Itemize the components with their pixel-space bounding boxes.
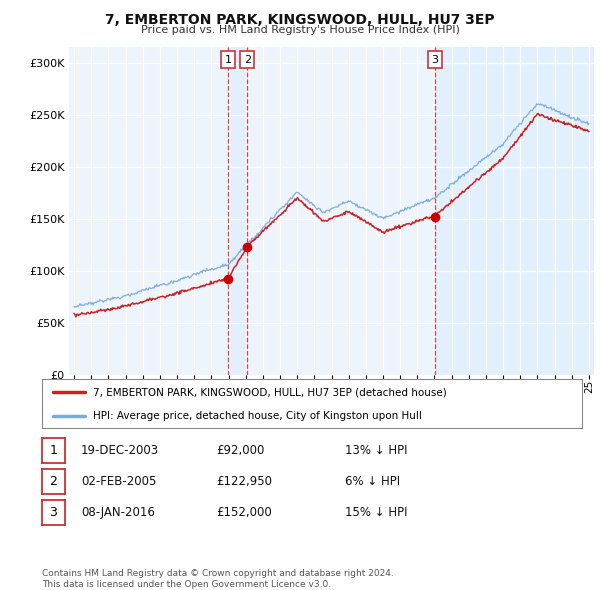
Bar <box>435 47 598 375</box>
Text: £152,000: £152,000 <box>216 506 272 519</box>
Text: Price paid vs. HM Land Registry's House Price Index (HPI): Price paid vs. HM Land Registry's House … <box>140 25 460 35</box>
Text: 7, EMBERTON PARK, KINGSWOOD, HULL, HU7 3EP (detached house): 7, EMBERTON PARK, KINGSWOOD, HULL, HU7 3… <box>94 388 447 398</box>
Text: 2: 2 <box>244 55 251 65</box>
Text: 6% ↓ HPI: 6% ↓ HPI <box>345 475 400 488</box>
Text: 19-DEC-2003: 19-DEC-2003 <box>81 444 159 457</box>
Text: 1: 1 <box>224 55 232 65</box>
Text: 2: 2 <box>49 475 58 488</box>
Bar <box>228 47 247 375</box>
Text: 15% ↓ HPI: 15% ↓ HPI <box>345 506 407 519</box>
Text: 13% ↓ HPI: 13% ↓ HPI <box>345 444 407 457</box>
Text: £92,000: £92,000 <box>216 444 265 457</box>
Text: 7, EMBERTON PARK, KINGSWOOD, HULL, HU7 3EP: 7, EMBERTON PARK, KINGSWOOD, HULL, HU7 3… <box>105 13 495 27</box>
Text: 3: 3 <box>431 55 439 65</box>
Text: £122,950: £122,950 <box>216 475 272 488</box>
Text: 3: 3 <box>49 506 58 519</box>
Text: 1: 1 <box>49 444 58 457</box>
Text: Contains HM Land Registry data © Crown copyright and database right 2024.
This d: Contains HM Land Registry data © Crown c… <box>42 569 394 589</box>
Text: 08-JAN-2016: 08-JAN-2016 <box>81 506 155 519</box>
Text: 02-FEB-2005: 02-FEB-2005 <box>81 475 157 488</box>
Text: HPI: Average price, detached house, City of Kingston upon Hull: HPI: Average price, detached house, City… <box>94 411 422 421</box>
